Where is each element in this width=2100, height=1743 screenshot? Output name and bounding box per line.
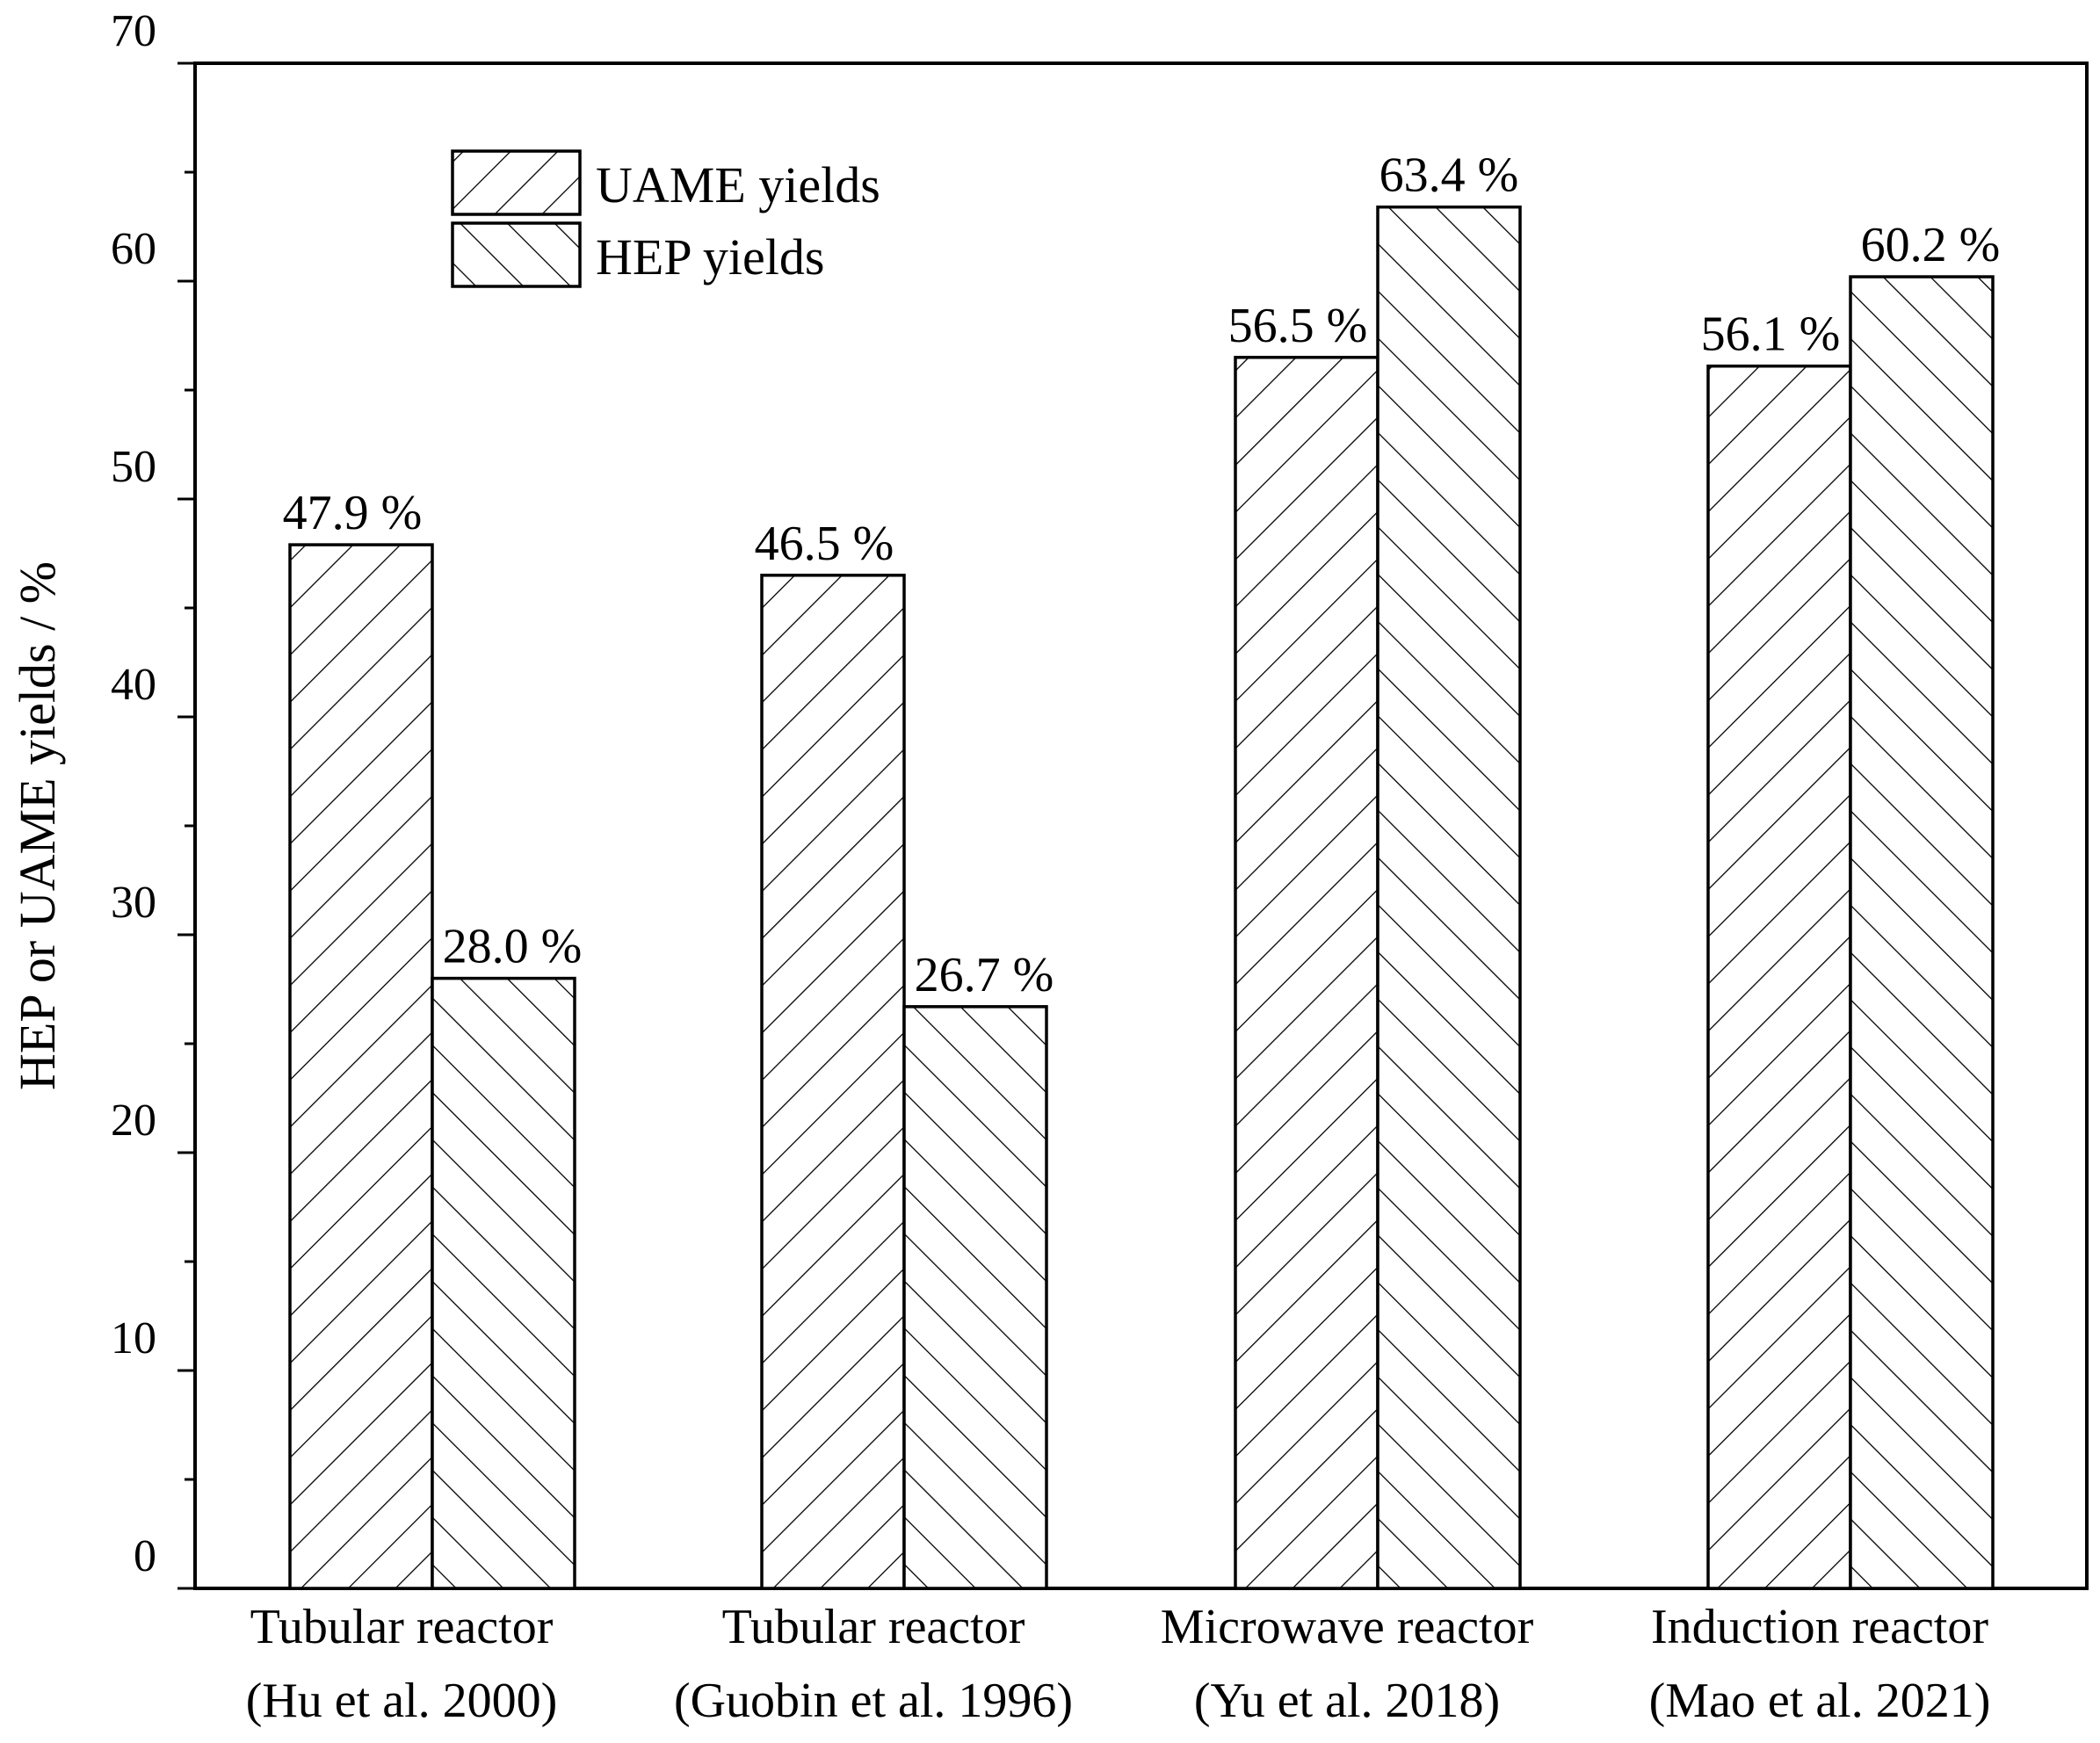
data-label-hep-2: 26.7 % <box>915 948 1054 1002</box>
axes: 0 10 20 30 40 50 60 70 HEP or UAME yields / % Tub… <box>9 6 2089 1728</box>
data-label-uame-4: 56.1 % <box>1701 307 1841 362</box>
data-label-uame-3: 56.5 % <box>1228 299 1368 353</box>
x-category-label: (Yu et al. 2018) <box>1194 1674 1500 1728</box>
bar-uame-3 <box>1234 356 1379 1590</box>
x-category-label: (Guobin et al. 1996) <box>674 1674 1073 1728</box>
y-tick-label: 60 <box>111 224 156 274</box>
bar-uame-2 <box>760 574 906 1590</box>
bar-hep-1 <box>431 976 576 1590</box>
y-tick-label: 40 <box>111 660 156 710</box>
x-category-label: (Hu et al. 2000) <box>246 1674 558 1728</box>
legend-label-uame: UAME yields <box>596 156 880 213</box>
y-tick-label: 50 <box>111 442 156 492</box>
legend-swatch-uame <box>451 149 582 216</box>
data-labels: 47.9 % 28.0 % 46.5 % 26.7 % 56.5 % 63.4 % 56.1… <box>283 148 2001 1002</box>
y-tick-label: 0 <box>134 1531 156 1581</box>
legend: UAME yields HEP yields <box>451 149 880 288</box>
legend-swatch-hep <box>451 221 582 288</box>
bar-hep-4 <box>1849 275 1995 1590</box>
x-category-label: (Mao et al. 2021) <box>1649 1674 1991 1728</box>
legend-label-hep: HEP yields <box>596 228 824 286</box>
bar-hep-3 <box>1376 205 1522 1590</box>
bar-uame-1 <box>288 543 434 1590</box>
y-tick-label: 30 <box>111 878 156 928</box>
data-label-hep-3: 63.4 % <box>1379 148 1519 203</box>
bars <box>288 205 1995 1590</box>
x-category-label: Tubular reactor <box>722 1600 1025 1654</box>
data-label-hep-4: 60.2 % <box>1861 218 2001 272</box>
y-tick-label: 20 <box>111 1096 156 1146</box>
y-tick-label: 70 <box>111 6 156 56</box>
bar-hep-2 <box>902 1005 1048 1590</box>
x-category-label: Induction reactor <box>1651 1600 1988 1654</box>
data-label-uame-2: 46.5 % <box>755 517 894 571</box>
data-label-uame-1: 47.9 % <box>283 486 423 540</box>
data-label-hep-1: 28.0 % <box>443 920 583 974</box>
y-tick-label: 10 <box>111 1313 156 1363</box>
y-axis-title: HEP or UAME yields / % <box>9 561 66 1090</box>
bar-uame-4 <box>1706 364 1852 1590</box>
x-category-label: Tubular reactor <box>250 1600 554 1654</box>
x-category-label: Microwave reactor <box>1161 1600 1534 1654</box>
